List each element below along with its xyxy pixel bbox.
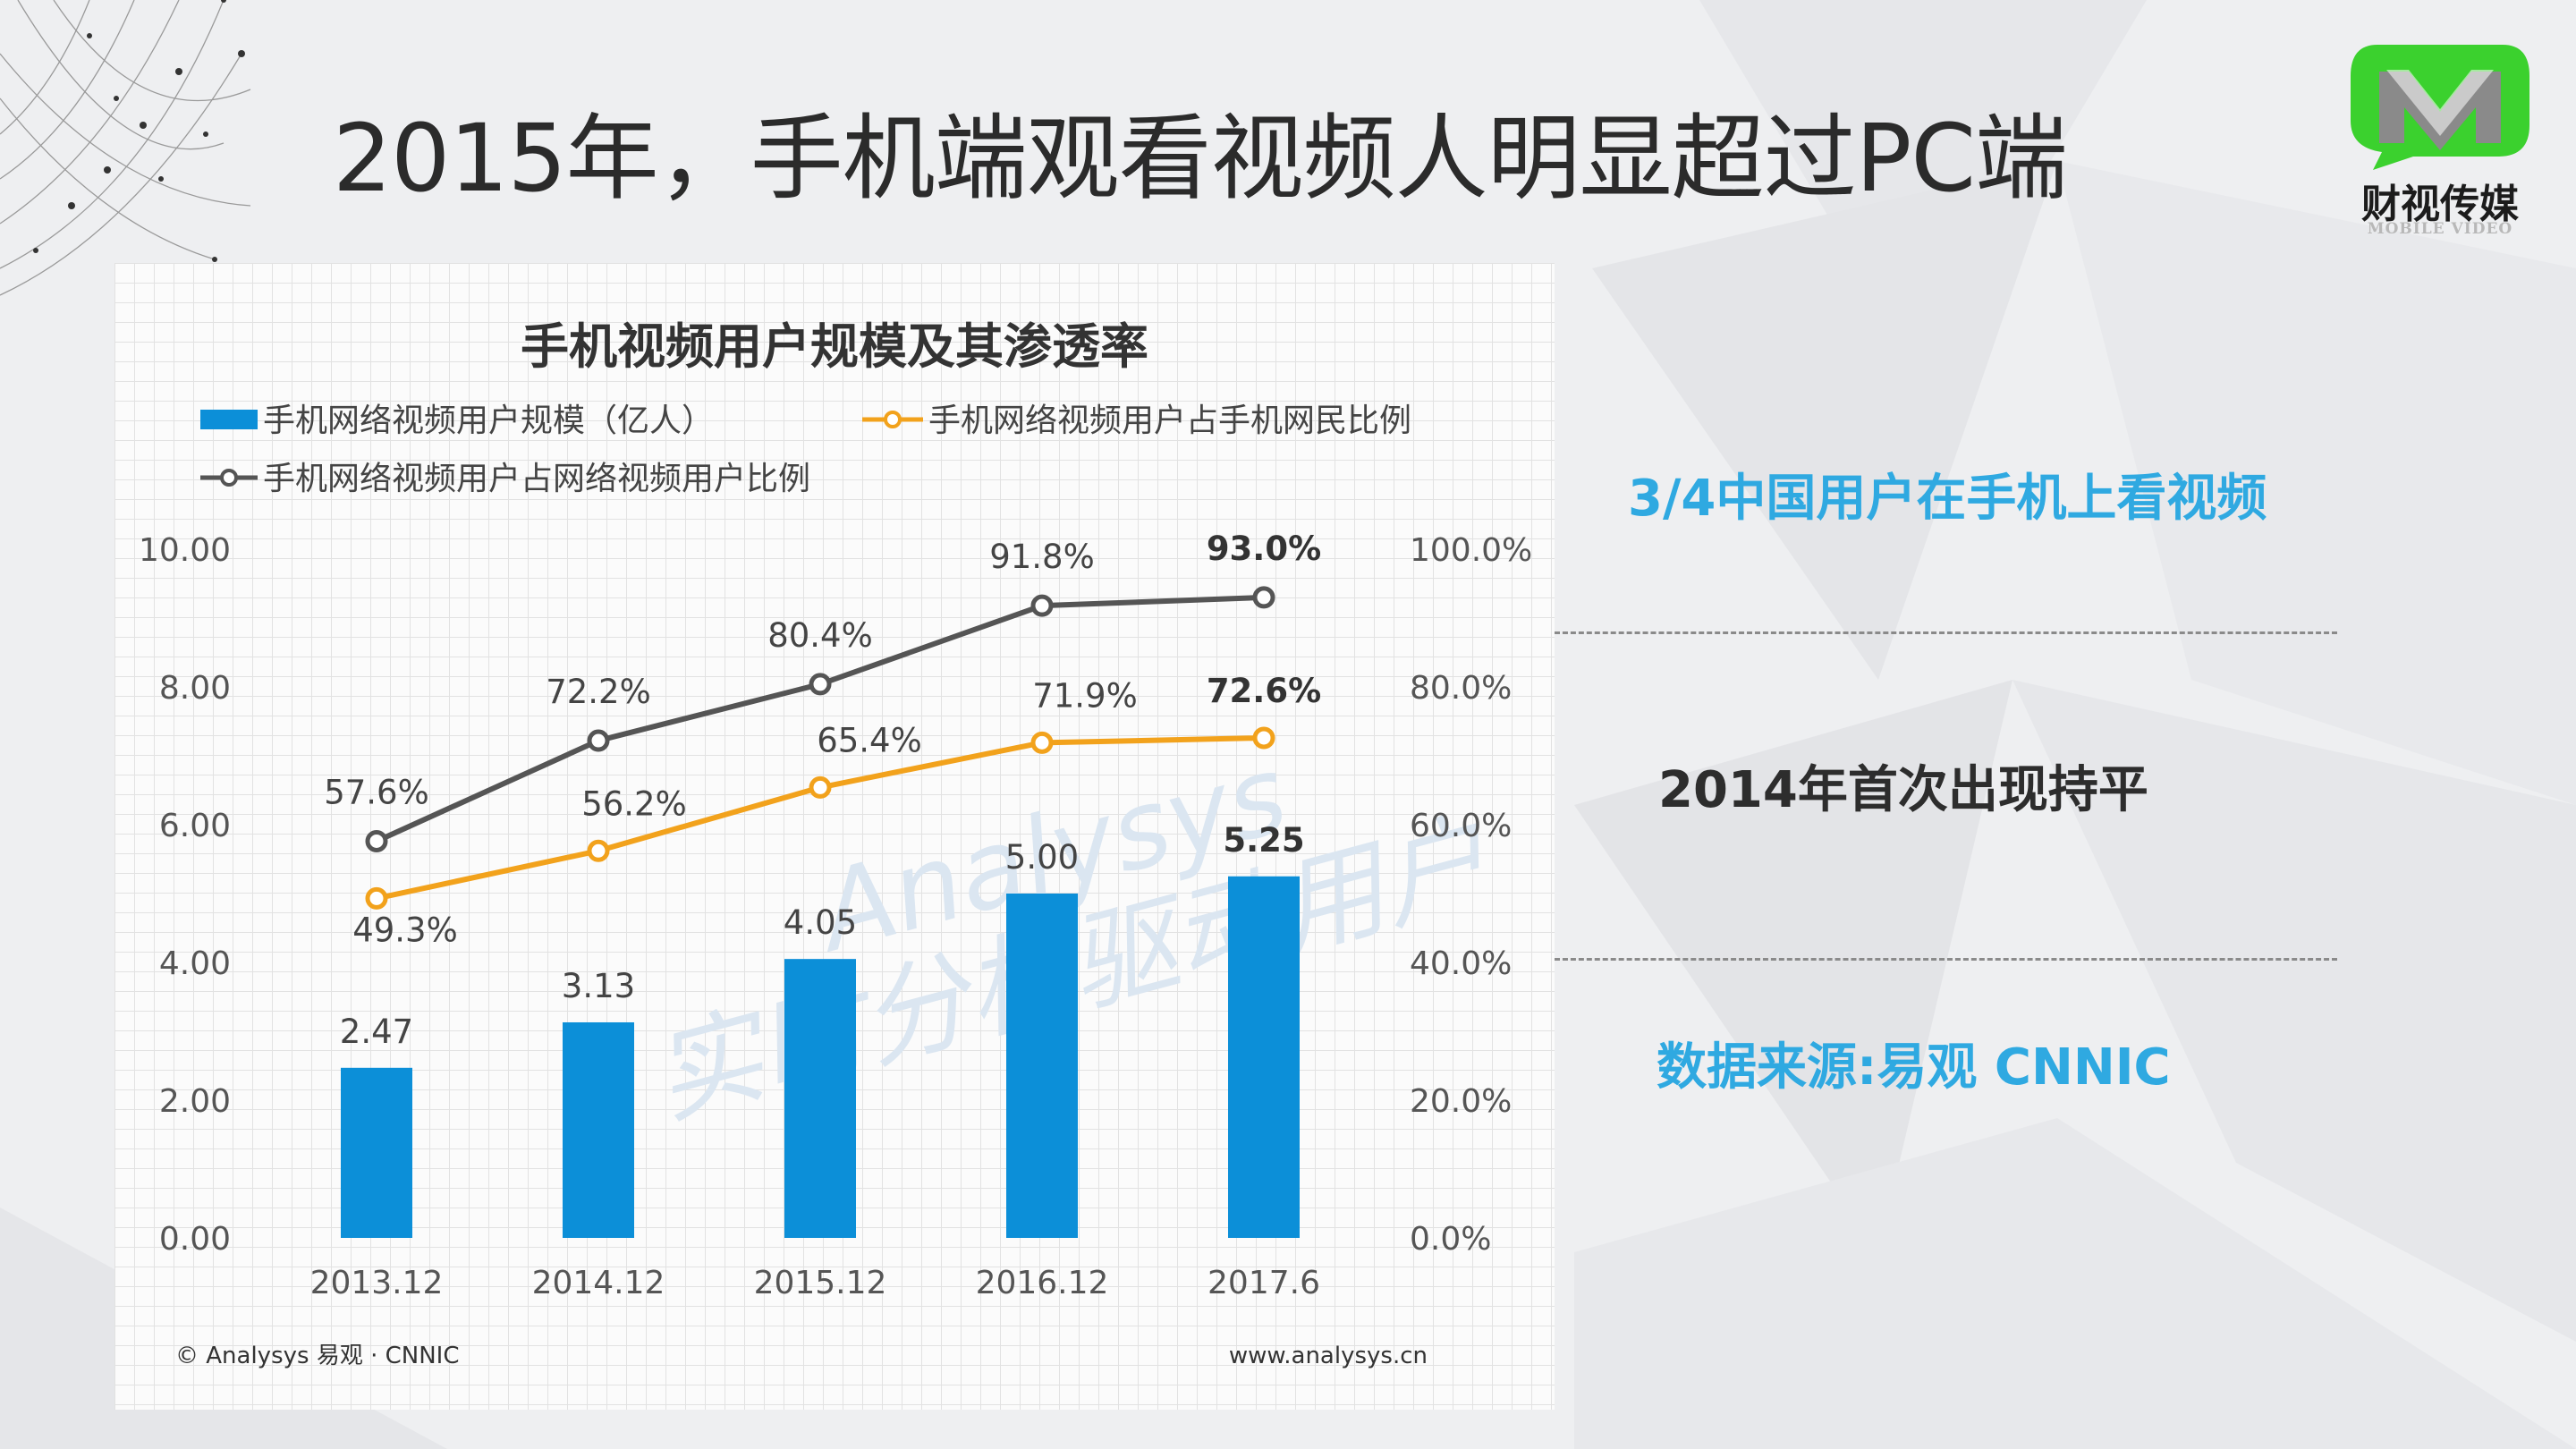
gray-line-label: 80.4%	[767, 616, 873, 655]
point-mobile-netizen-ratio	[587, 839, 610, 862]
data-labels: 2.47 3.13 4.05 5.00 5.25 49.3% 56.2% 65.4% 71.9%…	[324, 530, 1321, 1051]
bar-user-scale	[784, 959, 856, 1238]
chart: Analysys 实时分析驱动用户 手机视频用户规模及其渗透率 手机网络视频用户…	[139, 318, 1532, 1369]
brand-logo: 财视传媒 MOBILE VIDEO	[2342, 36, 2538, 242]
bar-user-scale	[1228, 876, 1300, 1238]
bar-value-label: 5.25	[1223, 821, 1304, 860]
slide-title: 2015年，手机端观看视频人明显超过PC端	[333, 104, 2068, 213]
y-left-tick-label: 10.00	[139, 532, 231, 569]
orange-line-label: 72.6%	[1207, 672, 1321, 710]
legend-label-bar: 手机网络视频用户规模（亿人）	[263, 402, 714, 439]
gray-line-label: 91.8%	[989, 538, 1095, 576]
axis-ticks: 0.00 2.00 4.00 6.00 8.00 10.00 0.0% 20.0% 40.0% 6…	[139, 532, 1532, 1301]
y-right-tick-label: 80.0%	[1410, 670, 1512, 707]
y-right-tick-label: 60.0%	[1410, 808, 1512, 844]
point-mobile-netizen-ratio	[1252, 726, 1275, 750]
x-tick-label: 2014.12	[532, 1265, 665, 1301]
divider-bottom	[1555, 958, 2337, 961]
x-tick-label: 2015.12	[754, 1265, 887, 1301]
orange-line-label: 56.2%	[581, 784, 687, 823]
chart-title: 手机视频用户规模及其渗透率	[521, 318, 1148, 375]
callout-mobile-share: 3/4中国用户在手机上看视频	[1628, 470, 2267, 528]
gray-line-label: 57.6%	[324, 773, 429, 811]
orange-line-label: 49.3%	[352, 911, 458, 949]
logo-name: 财视传媒	[2361, 182, 2519, 227]
y-left-tick-label: 4.00	[159, 945, 231, 982]
bar-user-scale	[1006, 894, 1078, 1238]
point-video-user-ratio	[587, 729, 610, 752]
point-video-user-ratio	[1252, 586, 1275, 609]
y-right-tick-label: 100.0%	[1410, 532, 1532, 569]
y-left-tick-label: 2.00	[159, 1083, 231, 1120]
y-left-tick-label: 0.00	[159, 1221, 231, 1258]
legend-swatch-bar	[200, 410, 258, 429]
point-video-user-ratio	[809, 673, 832, 696]
legend-marker-orange	[884, 411, 902, 428]
line-series	[365, 586, 1275, 910]
chart-source-left: © Analysys 易观 · CNNIC	[175, 1343, 460, 1369]
bar-value-label: 4.05	[784, 903, 857, 942]
y-right-tick-label: 40.0%	[1410, 945, 1512, 982]
legend-label-orange: 手机网络视频用户占手机网民比例	[928, 402, 1411, 439]
x-tick-label: 2013.12	[310, 1265, 444, 1301]
x-tick-label: 2016.12	[976, 1265, 1109, 1301]
legend-label-gray: 手机网络视频用户占网络视频用户比例	[263, 461, 810, 497]
orange-line-label: 71.9%	[1032, 676, 1138, 715]
y-right-tick-label: 0.0%	[1410, 1221, 1491, 1258]
legend-marker-gray	[220, 469, 238, 487]
chart-legend: 手机网络视频用户规模（亿人） 手机网络视频用户占手机网民比例手机网络视频用户占网络…	[200, 402, 1411, 497]
chart-panel: Analysys 实时分析驱动用户 手机视频用户规模及其渗透率 手机网络视频用户…	[114, 263, 1555, 1410]
callout-parity-2014: 2014年首次出现持平	[1658, 761, 2148, 819]
callout-data-source: 数据来源:易观 CNNIC	[1657, 1038, 2171, 1097]
orange-line-label: 65.4%	[817, 721, 922, 759]
gray-line-label: 93.0%	[1207, 530, 1321, 568]
logo-m-icon	[2351, 45, 2529, 170]
x-tick-label: 2017.6	[1208, 1265, 1320, 1301]
bar-value-label: 3.13	[562, 967, 635, 1005]
point-mobile-netizen-ratio	[1030, 731, 1054, 754]
logo-subtitle: MOBILE VIDEO	[2367, 220, 2513, 238]
bar-user-scale	[341, 1067, 412, 1238]
y-left-tick-label: 6.00	[159, 808, 231, 844]
point-mobile-netizen-ratio	[365, 886, 388, 910]
gray-line-label: 72.2%	[546, 673, 651, 711]
y-right-tick-label: 20.0%	[1410, 1083, 1512, 1120]
divider-top	[1555, 631, 2337, 634]
bar-user-scale	[563, 1021, 634, 1238]
y-left-tick-label: 8.00	[159, 670, 231, 707]
point-video-user-ratio	[365, 829, 388, 852]
point-mobile-netizen-ratio	[809, 775, 832, 799]
chart-source-right: www.analysys.cn	[1229, 1343, 1428, 1369]
bar-value-label: 2.47	[340, 1013, 413, 1051]
point-video-user-ratio	[1030, 594, 1054, 617]
bar-value-label: 5.00	[1005, 838, 1079, 877]
bar-series	[341, 876, 1300, 1238]
